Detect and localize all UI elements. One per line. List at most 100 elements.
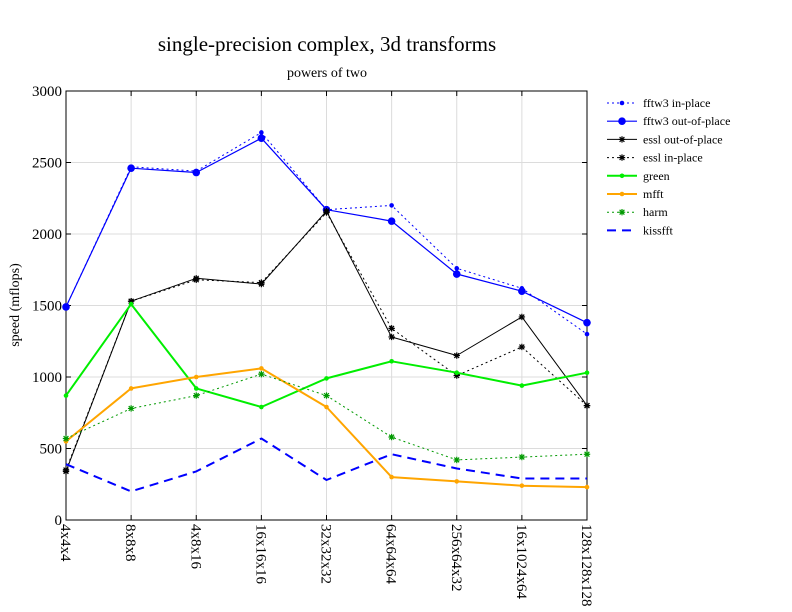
x-tick-label: 4x8x16 [187,524,203,570]
data-point [127,298,135,305]
data-point [518,313,526,321]
data-point [584,484,590,490]
y-axis-label: speed (mflops) [8,263,23,347]
data-point [452,270,461,278]
legend-entry: kissfft [607,223,673,237]
data-point [324,376,329,381]
data-point [454,370,460,376]
legend-marker [618,136,626,143]
series-essl-in-place [62,209,591,474]
data-point [193,276,200,283]
data-point [518,453,526,461]
data-point [258,370,265,378]
chart-subtitle: powers of two [287,66,367,81]
legend-label: essl in-place [643,151,703,165]
legend-entry: essl in-place [607,151,703,165]
data-point [259,130,264,135]
legend-marker [618,209,626,216]
legend-marker [618,117,626,125]
data-point [518,287,526,296]
data-point [389,203,394,208]
data-point [128,301,134,307]
x-tick-label: 4x4x4 [57,524,73,562]
data-point [389,474,394,480]
y-tick-label: 2000 [32,227,62,243]
data-point [323,209,330,216]
data-point [128,386,134,391]
series-kissfft [65,437,587,493]
series-harm [62,370,591,464]
x-tick-label: 64x64x64 [383,524,399,585]
legend-entry: green [607,169,670,183]
data-point [193,386,199,391]
data-point [193,374,199,380]
legend-label: essl out-of-place [643,132,723,146]
data-point [193,392,200,399]
x-tick-label: 128x128x128 [578,524,594,607]
data-point [519,383,525,388]
legend-marker [619,191,625,197]
legend-marker [619,100,625,106]
data-point [257,134,266,142]
legend-entry: fftw3 in-place [607,96,710,110]
data-point [453,372,460,379]
data-point [453,456,460,464]
legend-marker [619,173,625,179]
data-point [127,405,135,412]
chart-title: single-precision complex, 3d transforms [158,32,496,56]
legend-entry: mfft [607,187,664,201]
legend-label: mfft [643,187,664,201]
series-green [63,301,590,410]
data-point [518,343,526,351]
axes-layer: 0 500 1000 1500 2000 2500 3000 4x4x4 8x8x8 4x8x16… [32,84,594,607]
data-point [192,168,201,177]
data-point [453,352,460,359]
y-tick-label: 3000 [32,84,62,100]
data-point [62,466,70,474]
y-tick-label: 2500 [32,156,62,172]
legend-label: green [643,169,670,183]
data-point [454,479,460,484]
x-tick-label: 8x8x8 [122,524,138,562]
data-point [389,358,394,364]
data-point [584,370,590,376]
series-layer [62,130,591,493]
data-point [388,333,395,341]
legend: fftw3 in-place fftw3 out-of-place essl out… [607,96,730,237]
x-tick-label: 16x1024x64 [513,524,529,600]
x-tick-label: 16x16x16 [252,524,268,585]
legend-label: harm [643,205,668,219]
x-tick-label: 32x32x32 [318,524,334,584]
legend-label: fftw3 in-place [643,96,710,110]
data-point [584,331,590,337]
data-point [62,435,70,442]
x-tick-label: 256x64x32 [448,524,464,592]
y-tick-label: 0 [55,513,63,529]
y-tick-label: 1000 [32,370,62,386]
data-point [258,279,265,286]
legend-label: fftw3 out-of-place [643,114,730,128]
legend-marker [618,154,626,161]
data-point [583,402,591,409]
data-point [388,325,395,332]
data-point [127,164,135,173]
data-point [323,392,330,399]
legend-entry: harm [607,205,668,219]
data-point [583,318,591,327]
legend-entry: essl out-of-place [607,132,723,146]
y-tick-label: 1500 [32,299,62,315]
data-point [62,303,70,311]
data-point [519,483,525,488]
data-point [259,404,264,410]
data-point [259,366,264,371]
data-point [388,433,395,441]
legend-entry: fftw3 out-of-place [607,114,730,128]
data-point [454,266,460,271]
data-point [387,217,396,225]
data-point [63,393,69,398]
data-point [324,404,329,410]
series-line [65,437,587,493]
y-tick-label: 500 [40,442,63,458]
data-point [583,451,591,458]
